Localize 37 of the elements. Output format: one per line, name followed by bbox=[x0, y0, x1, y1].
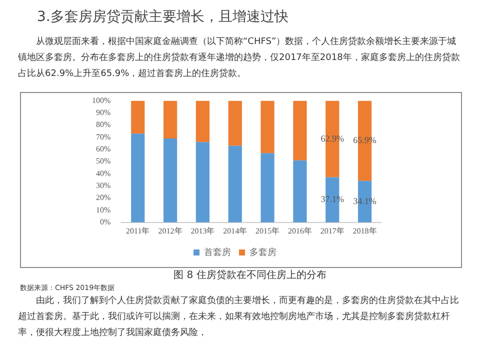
chart-subtitle: 从微观层面来看，根据中国家庭金融调查（以下简称“CHFS”）数据，个人住房贷款余额增长主要来源于城镇地区多套房。分布在多套房上的住房贷款有逐年递增的趋势，仅2017年至2018年，家庭多套房上的住房贷款占比从62.9%上升至65.9%，超过首套房上的住房贷款。 bbox=[18, 36, 461, 81]
bar bbox=[260, 153, 274, 222]
chart-title: 3.多套房房贷贡献主要增长，且增速过快 bbox=[37, 8, 288, 26]
y-tick-label: 90% bbox=[96, 108, 111, 118]
x-tick-label: 2015年 bbox=[256, 226, 280, 236]
y-tick-label: 50% bbox=[96, 156, 111, 166]
bar bbox=[196, 142, 210, 222]
bar bbox=[293, 100, 307, 160]
bar bbox=[260, 100, 274, 154]
bar bbox=[228, 146, 242, 222]
caption: 图 8 住房贷款在不同住房上的分布 bbox=[172, 268, 328, 282]
bar bbox=[131, 134, 145, 222]
y-tick-label: 80% bbox=[96, 120, 111, 130]
bar bbox=[228, 100, 242, 146]
bar bbox=[131, 100, 145, 134]
x-tick-label: 2017年 bbox=[320, 226, 344, 236]
y-tick-label: 70% bbox=[96, 132, 111, 142]
x-tick-label: 2012年 bbox=[158, 226, 182, 236]
y-tick-label: 10% bbox=[96, 205, 111, 214]
bar bbox=[163, 138, 178, 222]
y-tick-label: 100% bbox=[92, 96, 111, 105]
y-tick-label: 20% bbox=[96, 193, 111, 202]
bar bbox=[196, 100, 210, 142]
legend-label: 多套房 bbox=[250, 246, 276, 257]
y-tick-label: 60% bbox=[96, 144, 111, 154]
y-tick-label: 0% bbox=[100, 217, 111, 226]
y-tick-label: 40% bbox=[96, 168, 111, 178]
x-tick-label: 2013年 bbox=[190, 226, 215, 236]
x-tick-label: 2018年 bbox=[352, 226, 377, 236]
text: 由此，我们了解到个人住房贷款贡献了家庭负债的主要增长，而更有趣的是，多套房的住房贷款在其中占比超过首套房。基于此，我们或许可以揣测，在未来，如果有效地控制房地产市场，尤其是控制多套房贷款杠杆率，便很大程度上地控制了我国家庭债务风险， bbox=[18, 294, 460, 340]
bar bbox=[293, 160, 307, 222]
bar bbox=[163, 100, 178, 138]
x-tick-label: 2011年 bbox=[126, 226, 150, 236]
y-tick-label: 30% bbox=[96, 181, 111, 190]
x-tick-label: 2016年 bbox=[288, 226, 312, 236]
legend-label: 首套房 bbox=[204, 246, 231, 257]
x-tick-label: 2014年 bbox=[223, 226, 248, 236]
